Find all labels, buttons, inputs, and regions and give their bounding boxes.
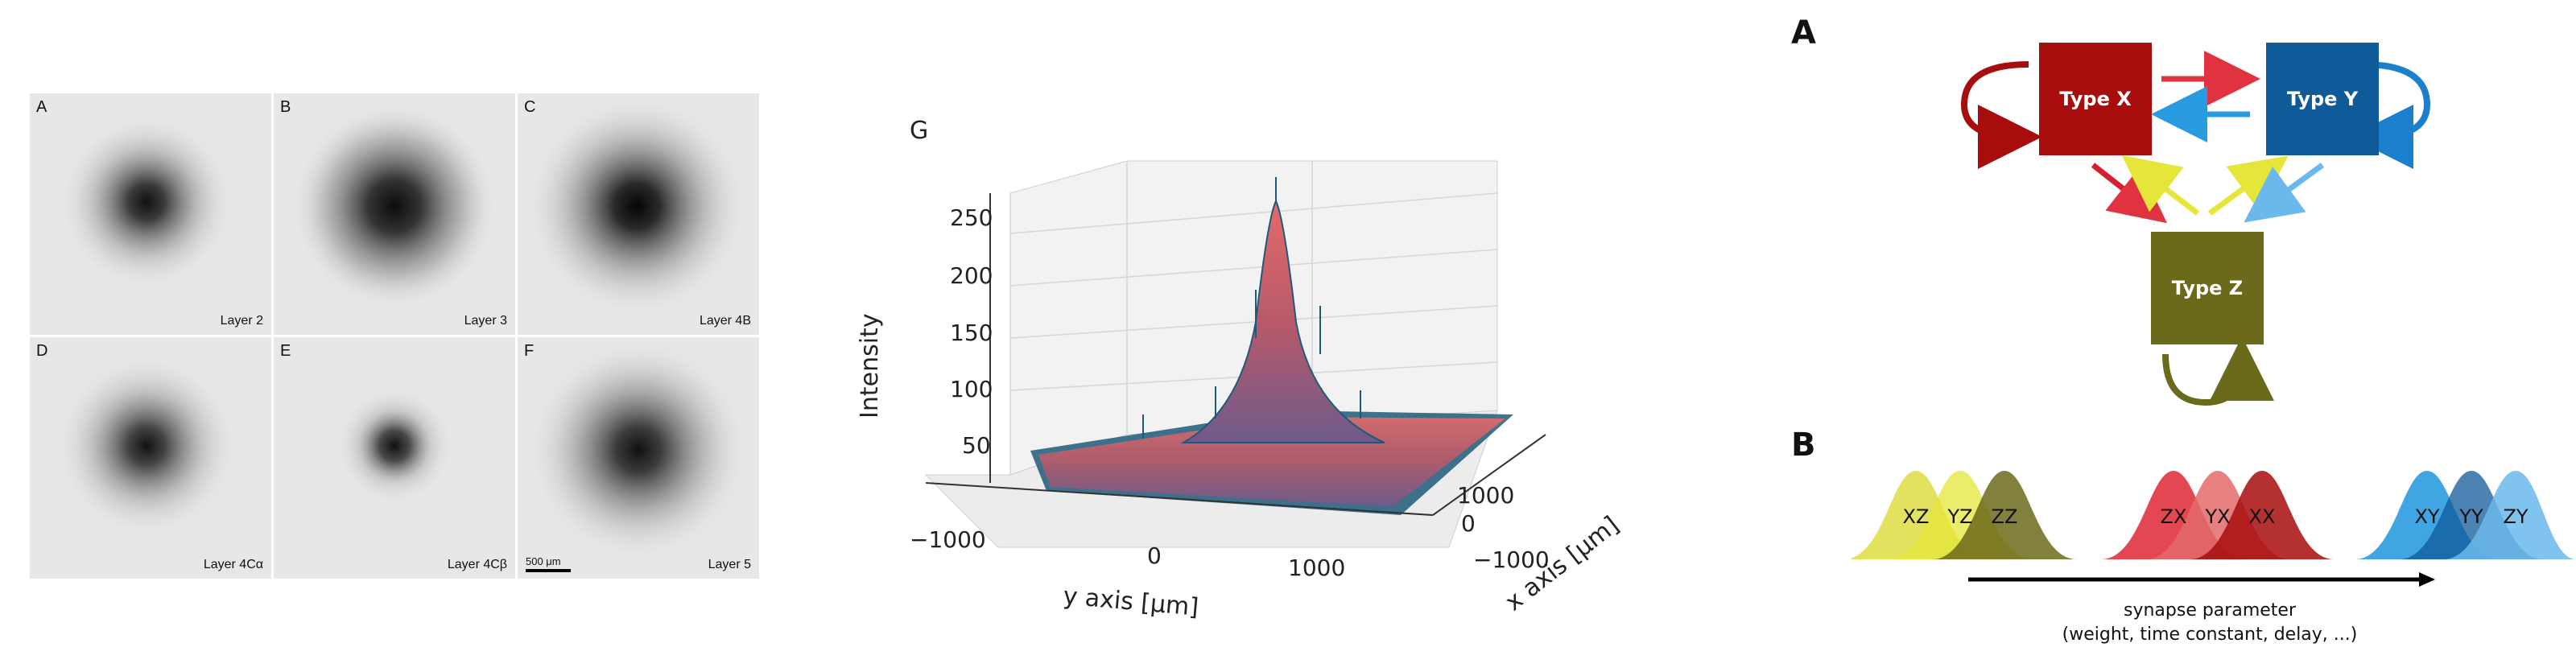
bell-label: YY (2458, 505, 2483, 528)
layer-label: Layer 4B (699, 314, 751, 328)
panel-letter: A (36, 98, 47, 116)
arrow-x-self (1960, 61, 2042, 169)
node-type-y: Type Y (2266, 43, 2379, 155)
micrograph-panel-e: E Layer 4Cβ (274, 337, 515, 579)
bell-label: YZ (1946, 505, 1972, 528)
node-type-x: Type X (2039, 43, 2152, 155)
scale-bar (526, 569, 571, 572)
bell-label: ZX (2161, 505, 2187, 528)
arrow-z-to-x (2121, 155, 2200, 216)
layer-label: Layer 4Cα (203, 558, 263, 571)
micrograph-panel-d: D Layer 4Cα (30, 337, 271, 579)
panel-letter: B (280, 98, 291, 116)
x-tick: 1000 (1457, 482, 1514, 509)
y-axis-label: y axis [μm] (1062, 582, 1199, 622)
micrograph-panel-a: A Layer 2 (30, 93, 271, 335)
y-axis (925, 482, 1434, 516)
layer-label: Layer 5 (708, 558, 751, 571)
panel-letter: E (280, 342, 291, 360)
grid-lines (1009, 161, 1498, 475)
bell-label: XZ (1903, 505, 1930, 528)
y-tick: 0 (1147, 542, 1162, 569)
micrograph-panel-f: F 500 μm Layer 5 (518, 337, 759, 579)
micrograph-panel-b: B Layer 3 (274, 93, 515, 335)
micrograph-image (54, 353, 239, 538)
micrograph-image (524, 93, 749, 319)
micrograph-panel-c: C Layer 4B (518, 93, 759, 335)
x-axis (1432, 434, 1546, 516)
z-tick: 200 (950, 262, 993, 289)
x-tick: 0 (1461, 510, 1476, 537)
panel-letter: G (910, 117, 928, 145)
panel-letter-b: B (1791, 427, 1816, 464)
bell-label: XX (2249, 505, 2276, 528)
arrow-y-self (2349, 61, 2431, 169)
panel-letter: F (524, 342, 535, 360)
bell-label: XY (2414, 505, 2439, 528)
micrograph-image (290, 101, 499, 311)
bell-labels: XZ YZ ZZ ZX YX XX XY YY ZY (1903, 505, 2529, 528)
arrow-y-to-z (2244, 163, 2325, 223)
z-axis-label: Intensity (856, 313, 884, 419)
surface-plot: G 250 200 150 100 50 Intensity −1000 (856, 117, 1624, 622)
axis-label-line1: synapse parameter (2124, 600, 2297, 621)
micrograph-image (334, 386, 455, 506)
layer-label: Layer 3 (464, 314, 507, 328)
surface-mesh (1038, 417, 1505, 507)
arrow-z-self (2162, 336, 2274, 406)
z-tick: 100 (950, 376, 993, 402)
bell-label: ZZ (1992, 505, 2018, 528)
node-type-z: Type Z (2151, 232, 2264, 344)
z-tick: 250 (950, 204, 993, 231)
node-label: Type X (2059, 88, 2132, 110)
parameter-axis-label: synapse parameter (weight, time constant… (2062, 600, 2358, 645)
bell-label: ZY (2503, 505, 2528, 528)
bell-zz (1932, 471, 2077, 559)
bell-xx (2190, 471, 2334, 559)
panel-letter: C (524, 98, 536, 116)
layer-label: Layer 4Cβ (447, 558, 507, 571)
surface-peak (1180, 199, 1385, 443)
noise-spikes (1142, 177, 1361, 439)
z-tick: 50 (962, 432, 991, 459)
distribution-bells: XZ YZ ZZ ZX YX XX XY YY ZY synapse param… (1852, 471, 2576, 645)
bell-zy (2443, 471, 2576, 559)
z-tick-labels: 250 200 150 100 50 (950, 204, 993, 459)
micrograph-image (526, 337, 751, 563)
node-label: Type Y (2286, 88, 2359, 110)
y-tick: −1000 (910, 526, 986, 553)
panel-letter: D (36, 342, 48, 360)
layer-label: Layer 2 (220, 314, 263, 328)
node-label: Type Z (2171, 277, 2244, 299)
y-tick: 1000 (1288, 555, 1345, 581)
x-tick-labels: 1000 0 −1000 (1457, 482, 1550, 573)
parameter-axis-arrowhead (2419, 572, 2435, 587)
network-arrows (1960, 51, 2431, 406)
axis-label-line2: (weight, time constant, delay, ...) (2062, 625, 2358, 645)
micrograph-image (58, 113, 235, 291)
scale-bar-label: 500 μm (526, 555, 561, 567)
z-tick: 150 (950, 320, 993, 346)
bell-label: YX (2204, 505, 2230, 528)
x-tick: −1000 (1473, 546, 1550, 573)
panel-letter-a: A (1791, 14, 1816, 52)
y-tick-labels: −1000 0 1000 (910, 526, 1345, 581)
